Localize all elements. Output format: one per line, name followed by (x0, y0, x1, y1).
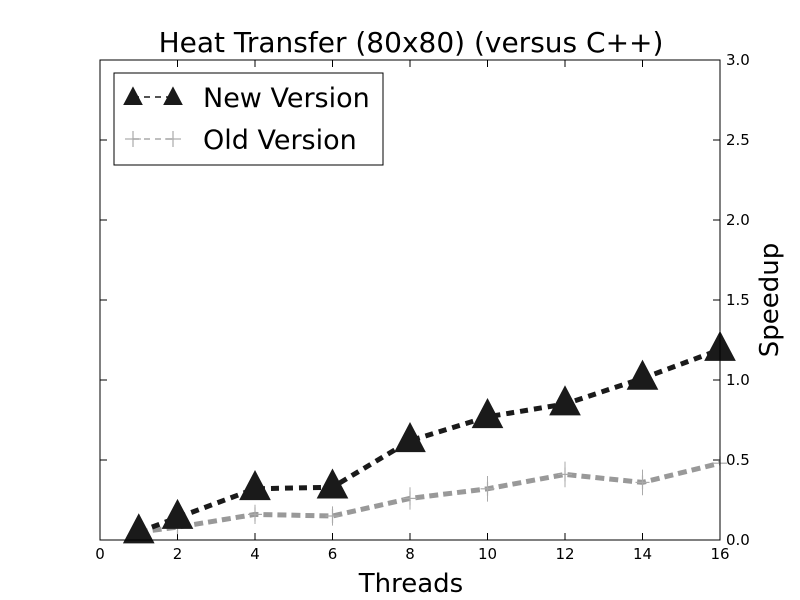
x-tick-label: 12 (555, 545, 574, 563)
y-tick-label: 2.5 (726, 131, 750, 149)
x-tick-label: 8 (405, 545, 415, 563)
x-tick-label: 2 (173, 545, 183, 563)
series-layer (122, 330, 736, 544)
data-point-triangle (316, 468, 349, 499)
data-point-plus (248, 507, 262, 522)
data-point-triangle (394, 422, 426, 453)
y-tick-label: 3.0 (726, 51, 750, 69)
x-tick-label: 10 (478, 545, 497, 563)
data-point-plus (403, 491, 417, 506)
data-point-triangle (549, 385, 581, 416)
x-tick-label: 6 (328, 545, 338, 563)
x-tick-label: 14 (633, 545, 652, 563)
y-tick-label: 0.0 (726, 531, 750, 549)
plot-frame (99, 59, 721, 541)
y-tick-label: 1.5 (726, 291, 750, 309)
series-line (138, 460, 721, 535)
series-new-version (122, 330, 736, 544)
series-old-version (131, 453, 727, 539)
y-axis: 0.0 0.5 1.0 1.5 2.0 2.5 3.0 (100, 51, 750, 549)
x-tick-label: 16 (710, 545, 729, 563)
legend-label: New Version (203, 83, 370, 114)
legend-item-old-version: Old Version (125, 125, 357, 156)
chart-title: Heat Transfer (80x80) (versus C++) (159, 26, 664, 59)
x-tick-label: 0 (95, 545, 105, 563)
data-point-plus (635, 475, 650, 490)
series-line (137, 347, 721, 535)
legend-marker-triangle (123, 86, 143, 105)
legend-box (113, 72, 384, 166)
y-tick-label: 0.5 (726, 451, 750, 469)
data-point-plus (558, 467, 572, 482)
data-point-triangle (122, 513, 155, 544)
y-tick-label: 2.0 (726, 211, 750, 229)
data-point-triangle (161, 498, 194, 529)
x-axis-label: Threads (358, 569, 463, 599)
legend: New Version Old Version (113, 72, 384, 166)
data-point-triangle (471, 398, 504, 429)
y-tick-label: 1.0 (726, 371, 750, 389)
data-point-plus (480, 481, 495, 496)
data-point-plus (325, 509, 340, 523)
legend-marker-triangle (163, 86, 183, 105)
data-point-triangle (239, 470, 271, 501)
legend-marker-plus (165, 131, 181, 147)
legend-item-new-version: New Version (123, 83, 370, 114)
y-axis-label: Speedup (755, 243, 785, 358)
data-point-triangle (626, 359, 659, 390)
legend-label: Old Version (203, 125, 357, 156)
legend-marker-plus (125, 131, 141, 147)
x-tick-label: 4 (250, 545, 260, 563)
